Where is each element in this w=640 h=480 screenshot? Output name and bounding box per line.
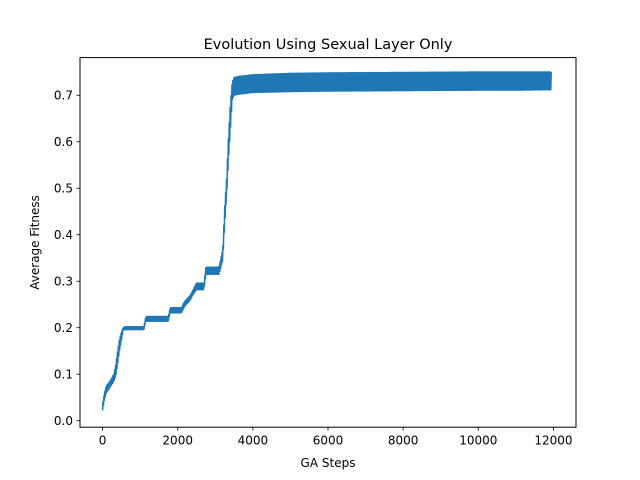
x-tick-label: 8000 [388,434,419,448]
y-tick-label: 0.3 [54,274,73,288]
y-tick-label: 0.7 [54,88,73,102]
x-tick-label: 2000 [162,434,193,448]
x-tick-label: 10000 [459,434,497,448]
y-tick-label: 0.2 [54,321,73,335]
plot-series [101,71,552,411]
chart-title: Evolution Using Sexual Layer Only [204,37,453,53]
x-tick-label: 0 [99,434,107,448]
x-tick-label: 12000 [534,434,572,448]
y-tick-label: 0.0 [54,414,73,428]
y-axis-label: Average Fitness [28,195,42,290]
y-tick-label: 0.6 [54,135,73,149]
x-tick-label: 6000 [313,434,344,448]
y-tick-label: 0.4 [54,228,73,242]
x-axis-ticks: 0 2000 4000 6000 8000 10000 12000 [99,427,573,448]
x-axis-label: GA Steps [301,456,356,470]
x-tick-label: 4000 [238,434,269,448]
plot-frame [79,57,577,428]
y-tick-label: 0.5 [54,181,73,195]
y-tick-label: 0.1 [54,367,73,381]
series-line-0 [101,71,552,411]
y-axis-ticks: 0.0 0.1 0.2 0.3 0.4 0.5 0.6 0.7 [54,88,80,428]
